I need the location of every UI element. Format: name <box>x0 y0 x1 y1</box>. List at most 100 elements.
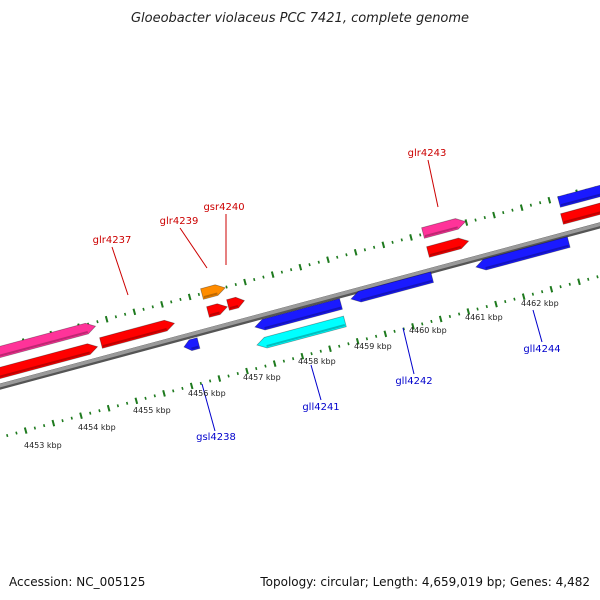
gene-arrow-gll4241b-shade <box>266 324 346 348</box>
lower-tick <box>106 404 111 412</box>
gene-arrow-blue-right[interactable] <box>557 183 600 208</box>
upper-tick <box>519 204 524 212</box>
upper-tick <box>372 245 376 249</box>
lower-tick <box>457 312 461 316</box>
map-title: Gloeobacter violaceus PCC 7421, complete… <box>131 11 469 26</box>
gene-arrow-gll4242[interactable] <box>350 271 434 303</box>
upper-tick <box>464 219 469 226</box>
upper-tick <box>474 218 477 222</box>
gene-arrow-glr4243[interactable] <box>421 218 467 239</box>
lower-tick <box>310 352 313 356</box>
lower-tick <box>42 424 46 428</box>
gene-label-glr4239[interactable]: glr4239 <box>160 216 199 227</box>
lower-tick <box>466 308 471 315</box>
upper-tick <box>409 234 413 241</box>
gene-arrow-glr4239[interactable] <box>200 284 226 300</box>
accession-text: Accession: NC_005125 <box>9 575 145 589</box>
kbp-label-4454: 4454 kbp <box>78 423 116 432</box>
lower-tick <box>596 275 599 279</box>
lower-tick <box>245 367 249 375</box>
lower-tick <box>125 401 129 405</box>
genome-backbone <box>0 222 600 390</box>
upper-tick <box>391 240 394 244</box>
upper-tick <box>151 305 154 309</box>
topology-text: Topology: circular; Length: 4,659,019 bp… <box>259 575 590 589</box>
lower-tick <box>89 411 92 415</box>
kbp-label-4458: 4458 kbp <box>298 357 336 366</box>
gene-arrow-red-left[interactable] <box>0 343 99 387</box>
gene-arrow-gll4241-shade <box>264 306 342 330</box>
upper-tick <box>502 211 505 215</box>
gene-arrow-gll4241[interactable] <box>254 298 343 331</box>
lower-tick <box>162 390 166 397</box>
lower-tick <box>272 360 277 367</box>
leader-gll4242 <box>402 327 415 375</box>
upper-tick <box>253 278 256 282</box>
lower-tick <box>485 305 488 309</box>
upper-tick <box>538 201 542 205</box>
gene-arrow-red-left-shade <box>0 351 90 378</box>
upper-tick <box>363 248 367 252</box>
gene-arrow-gll4244[interactable] <box>475 236 571 271</box>
lower-tick <box>374 334 378 338</box>
gene-label-gsr4240[interactable]: gsr4240 <box>203 202 244 213</box>
gene-arrow-glr4237-shade <box>102 328 167 348</box>
gene-label-glr4237[interactable]: glr4237 <box>93 235 132 246</box>
upper-tick <box>298 263 303 271</box>
lower-tick <box>531 292 535 296</box>
label-leader-lines <box>111 159 543 432</box>
gene-arrow-gsr4240[interactable] <box>226 296 246 311</box>
upper-tick <box>104 315 109 323</box>
upper-tick <box>243 278 247 286</box>
gene-label-gll4244[interactable]: gll4244 <box>523 344 560 355</box>
kbp-label-4461: 4461 kbp <box>465 313 503 322</box>
lower-tick <box>33 426 37 430</box>
gene-features <box>0 183 600 387</box>
upper-tick <box>529 203 533 207</box>
gene-label-gsl4238[interactable]: gsl4238 <box>196 432 236 443</box>
gene-arrow-glr4243-shade <box>424 226 458 238</box>
lower-tick <box>577 278 581 286</box>
gene-arrow-glr4239b[interactable] <box>206 303 229 318</box>
lower-tick <box>319 349 322 353</box>
lower-tick <box>402 327 405 331</box>
gene-arrow-gsl4238[interactable] <box>183 337 201 352</box>
gene-arrow-red-right[interactable] <box>560 200 600 225</box>
upper-tick <box>123 312 127 316</box>
lower-tick <box>300 352 305 360</box>
upper-tick <box>317 260 320 264</box>
upper-tick <box>262 275 265 279</box>
kbp-scale-labels: 4453 kbp 4454 kbp 4455 kbp 4456 kbp 4457… <box>24 299 559 450</box>
upper-tick <box>326 256 330 264</box>
upper-tick <box>492 211 496 219</box>
lower-tick <box>6 433 9 438</box>
leader-gll4241 <box>310 364 322 401</box>
gene-arrow-gll4241b[interactable] <box>256 315 347 349</box>
gene-arrow-pink-left[interactable] <box>0 322 97 365</box>
upper-tick <box>142 307 145 311</box>
lower-tick <box>51 419 56 427</box>
gene-label-glr4243[interactable]: glr4243 <box>408 148 447 159</box>
kbp-label-4455: 4455 kbp <box>133 406 171 415</box>
gene-arrow-glr4243b[interactable] <box>426 237 470 258</box>
upper-tick <box>345 253 348 257</box>
lower-tick <box>448 314 452 319</box>
kbp-label-4457: 4457 kbp <box>243 373 281 382</box>
gene-label-gll4241[interactable]: gll4241 <box>302 402 339 413</box>
lower-tick <box>98 409 101 413</box>
lower-tick <box>236 371 239 376</box>
upper-tick <box>170 300 173 304</box>
lower-tick <box>264 364 267 368</box>
lower-tick <box>144 396 147 400</box>
gene-labels: glr4237 glr4239 gsr4240 glr4243 gsl4238 … <box>93 148 561 443</box>
upper-tick <box>114 315 118 319</box>
upper-tick <box>289 268 293 272</box>
upper-tick <box>547 196 552 204</box>
lower-tick <box>189 382 194 390</box>
gene-arrow-gll4242-shade <box>360 279 433 302</box>
upper-tick <box>160 301 164 308</box>
gene-arrow-blue-right-shade <box>560 193 600 207</box>
gene-label-gll4242[interactable]: gll4242 <box>395 376 432 387</box>
lower-tick <box>282 359 286 363</box>
gene-arrow-glr4237[interactable] <box>99 319 176 349</box>
